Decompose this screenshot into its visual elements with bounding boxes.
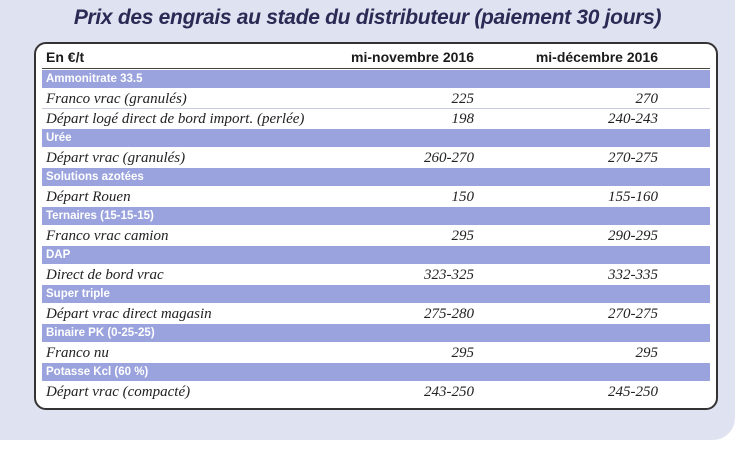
category-row: Ternaires (15-15-15) [42,207,710,225]
category-row: Binaire PK (0-25-25) [42,324,710,342]
category-row: Solutions azotées [42,168,710,186]
column-header-november: mi-novembre 2016 [351,49,474,65]
price-november: 295 [451,228,475,244]
price-december: 155-160 [608,189,658,205]
row-label: Franco nu [46,345,109,361]
row-label: Direct de bord vrac [46,267,164,283]
table-header: En €/t mi-novembre 2016 mi-décembre 2016 [42,46,710,69]
column-header-december: mi-décembre 2016 [535,49,658,65]
table-row: Franco vrac camion 295 290-295 [42,226,710,246]
price-december: 240-243 [608,111,658,127]
row-label: Franco vrac (granulés) [46,91,187,107]
table-row: Départ vrac (compacté) 243-250 245-250 [42,382,710,402]
row-label: Départ vrac direct magasin [46,306,212,322]
row-label: Départ vrac (granulés) [46,150,186,166]
price-december: 270-275 [608,306,658,322]
table-row: Franco nu 295 295 [42,343,710,363]
table-row: Départ Rouen 150 155-160 [42,187,710,207]
row-divider [42,108,710,109]
price-december: 270 [635,91,659,107]
price-december: 290-295 [608,228,658,244]
price-november: 243-250 [424,384,474,400]
category-label: Ammonitrate 33.5 [46,73,143,85]
row-label: Départ Rouen [46,189,131,205]
price-december: 332-335 [608,267,658,283]
category-label: Solutions azotées [46,171,144,183]
row-label: Départ vrac (compacté) [46,384,191,400]
unit-header: En €/t [46,49,85,65]
category-label: Binaire PK (0-25-25) [46,327,155,339]
category-row: Potasse Kcl (60 %) [42,363,710,381]
price-december: 295 [635,345,659,361]
price-november: 295 [451,345,475,361]
page-title: Prix des engrais au stade du distributeu… [73,6,662,29]
category-label: Urée [46,132,72,144]
table-row: Départ vrac (granulés) 260-270 270-275 [42,148,710,168]
price-november: 150 [451,189,475,205]
price-december: 270-275 [608,150,658,166]
row-label: Départ logé direct de bord import. (perl… [46,111,305,127]
category-label: Potasse Kcl (60 %) [46,366,149,378]
category-label: DAP [46,249,71,261]
price-november: 225 [451,91,475,107]
table-row: Départ logé direct de bord import. (perl… [42,109,710,129]
price-november: 198 [451,111,475,127]
category-row: DAP [42,246,710,264]
price-november: 260-270 [424,150,474,166]
table-row: Départ vrac direct magasin 275-280 270-275 [42,304,710,324]
row-label: Franco vrac camion [46,228,169,244]
price-table: En €/t mi-novembre 2016 mi-décembre 2016… [34,42,718,410]
category-row: Super triple [42,285,710,303]
price-november: 323-325 [424,267,474,283]
table-row: Direct de bord vrac 323-325 332-335 [42,265,710,285]
category-row: Ammonitrate 33.5 [42,70,710,88]
category-label: Ternaires (15-15-15) [46,210,154,222]
category-row: Urée [42,129,710,147]
price-november: 275-280 [424,306,474,322]
price-december: 245-250 [608,384,658,400]
category-label: Super triple [46,288,110,300]
table-row: Franco vrac (granulés) 225 270 [42,89,710,109]
